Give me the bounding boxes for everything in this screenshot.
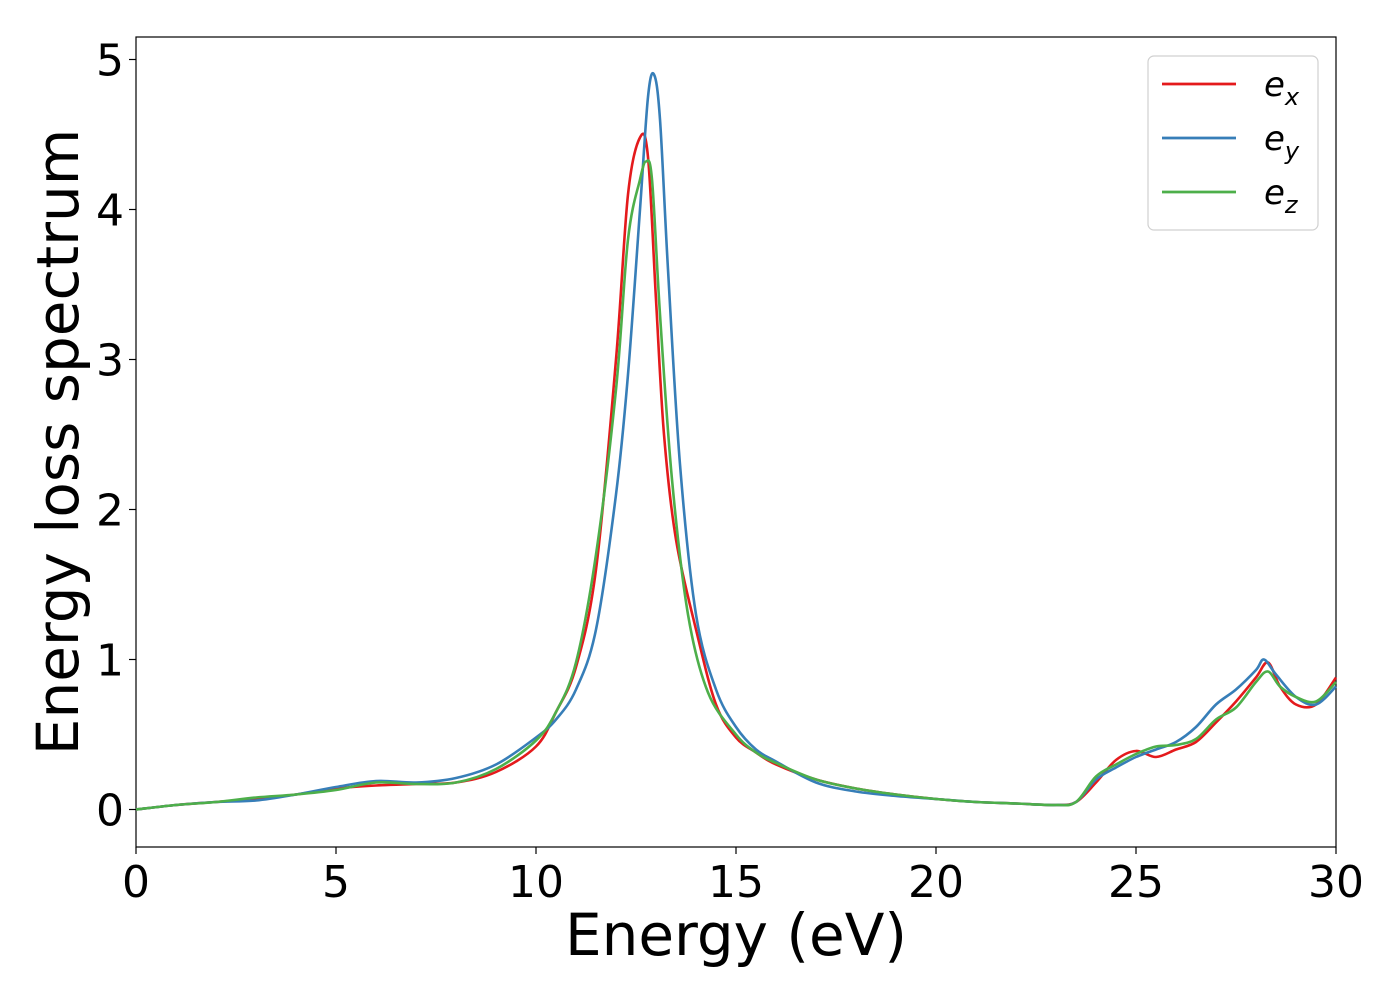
series-lines	[135, 71, 1338, 811]
x-tick-label: 15	[708, 857, 764, 908]
legend-label-y: ey	[1264, 119, 1300, 165]
series-line-y	[135, 71, 1337, 811]
y-axis-ticks: 0 1 2 3 4 5	[96, 36, 136, 837]
x-tick-label: 0	[122, 857, 150, 908]
x-axis-title: Energy (eV)	[565, 901, 907, 969]
x-tick-label: 10	[508, 857, 564, 908]
y-tick-label: 2	[96, 486, 124, 537]
series-line-z	[135, 159, 1337, 811]
y-tick-label: 0	[96, 786, 124, 837]
y-tick-label: 3	[96, 336, 124, 387]
x-tick-label: 5	[322, 857, 350, 908]
y-tick-label: 1	[96, 636, 124, 687]
y-tick-label: 4	[96, 186, 124, 237]
x-tick-label: 30	[1308, 857, 1364, 908]
x-tick-label: 25	[1108, 857, 1164, 908]
plot-area	[135, 36, 1337, 848]
x-axis-ticks: 0 5 10 15 20 25 30	[122, 847, 1364, 908]
x-tick-label: 20	[908, 857, 964, 908]
y-axis-title: Energy loss spectrum	[24, 129, 92, 755]
legend-box	[1147, 55, 1319, 231]
y-tick-label: 5	[96, 36, 124, 87]
